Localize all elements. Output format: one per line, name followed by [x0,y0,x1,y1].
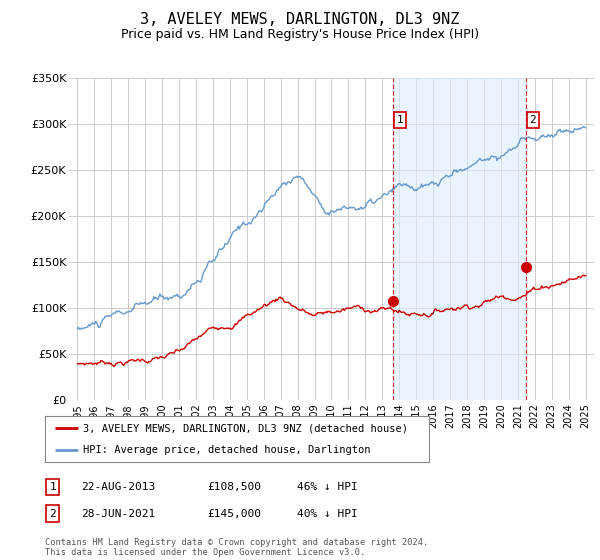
Text: HPI: Average price, detached house, Darlington: HPI: Average price, detached house, Darl… [83,445,371,455]
Text: 3, AVELEY MEWS, DARLINGTON, DL3 9NZ (detached house): 3, AVELEY MEWS, DARLINGTON, DL3 9NZ (det… [83,423,409,433]
Text: 1: 1 [397,115,403,125]
Text: 22-AUG-2013: 22-AUG-2013 [81,482,155,492]
Bar [393,78,526,400]
Text: £145,000: £145,000 [207,508,261,519]
Text: 1: 1 [49,482,56,492]
Text: £108,500: £108,500 [207,482,261,492]
Text: 28-JUN-2021: 28-JUN-2021 [81,508,155,519]
Text: 46% ↓ HPI: 46% ↓ HPI [297,482,358,492]
Text: Price paid vs. HM Land Registry's House Price Index (HPI): Price paid vs. HM Land Registry's House … [121,28,479,41]
Text: 3, AVELEY MEWS, DARLINGTON, DL3 9NZ: 3, AVELEY MEWS, DARLINGTON, DL3 9NZ [140,12,460,27]
Text: 2: 2 [529,115,536,125]
Text: 2: 2 [49,508,56,519]
Text: 40% ↓ HPI: 40% ↓ HPI [297,508,358,519]
Text: Contains HM Land Registry data © Crown copyright and database right 2024.
This d: Contains HM Land Registry data © Crown c… [45,538,428,557]
